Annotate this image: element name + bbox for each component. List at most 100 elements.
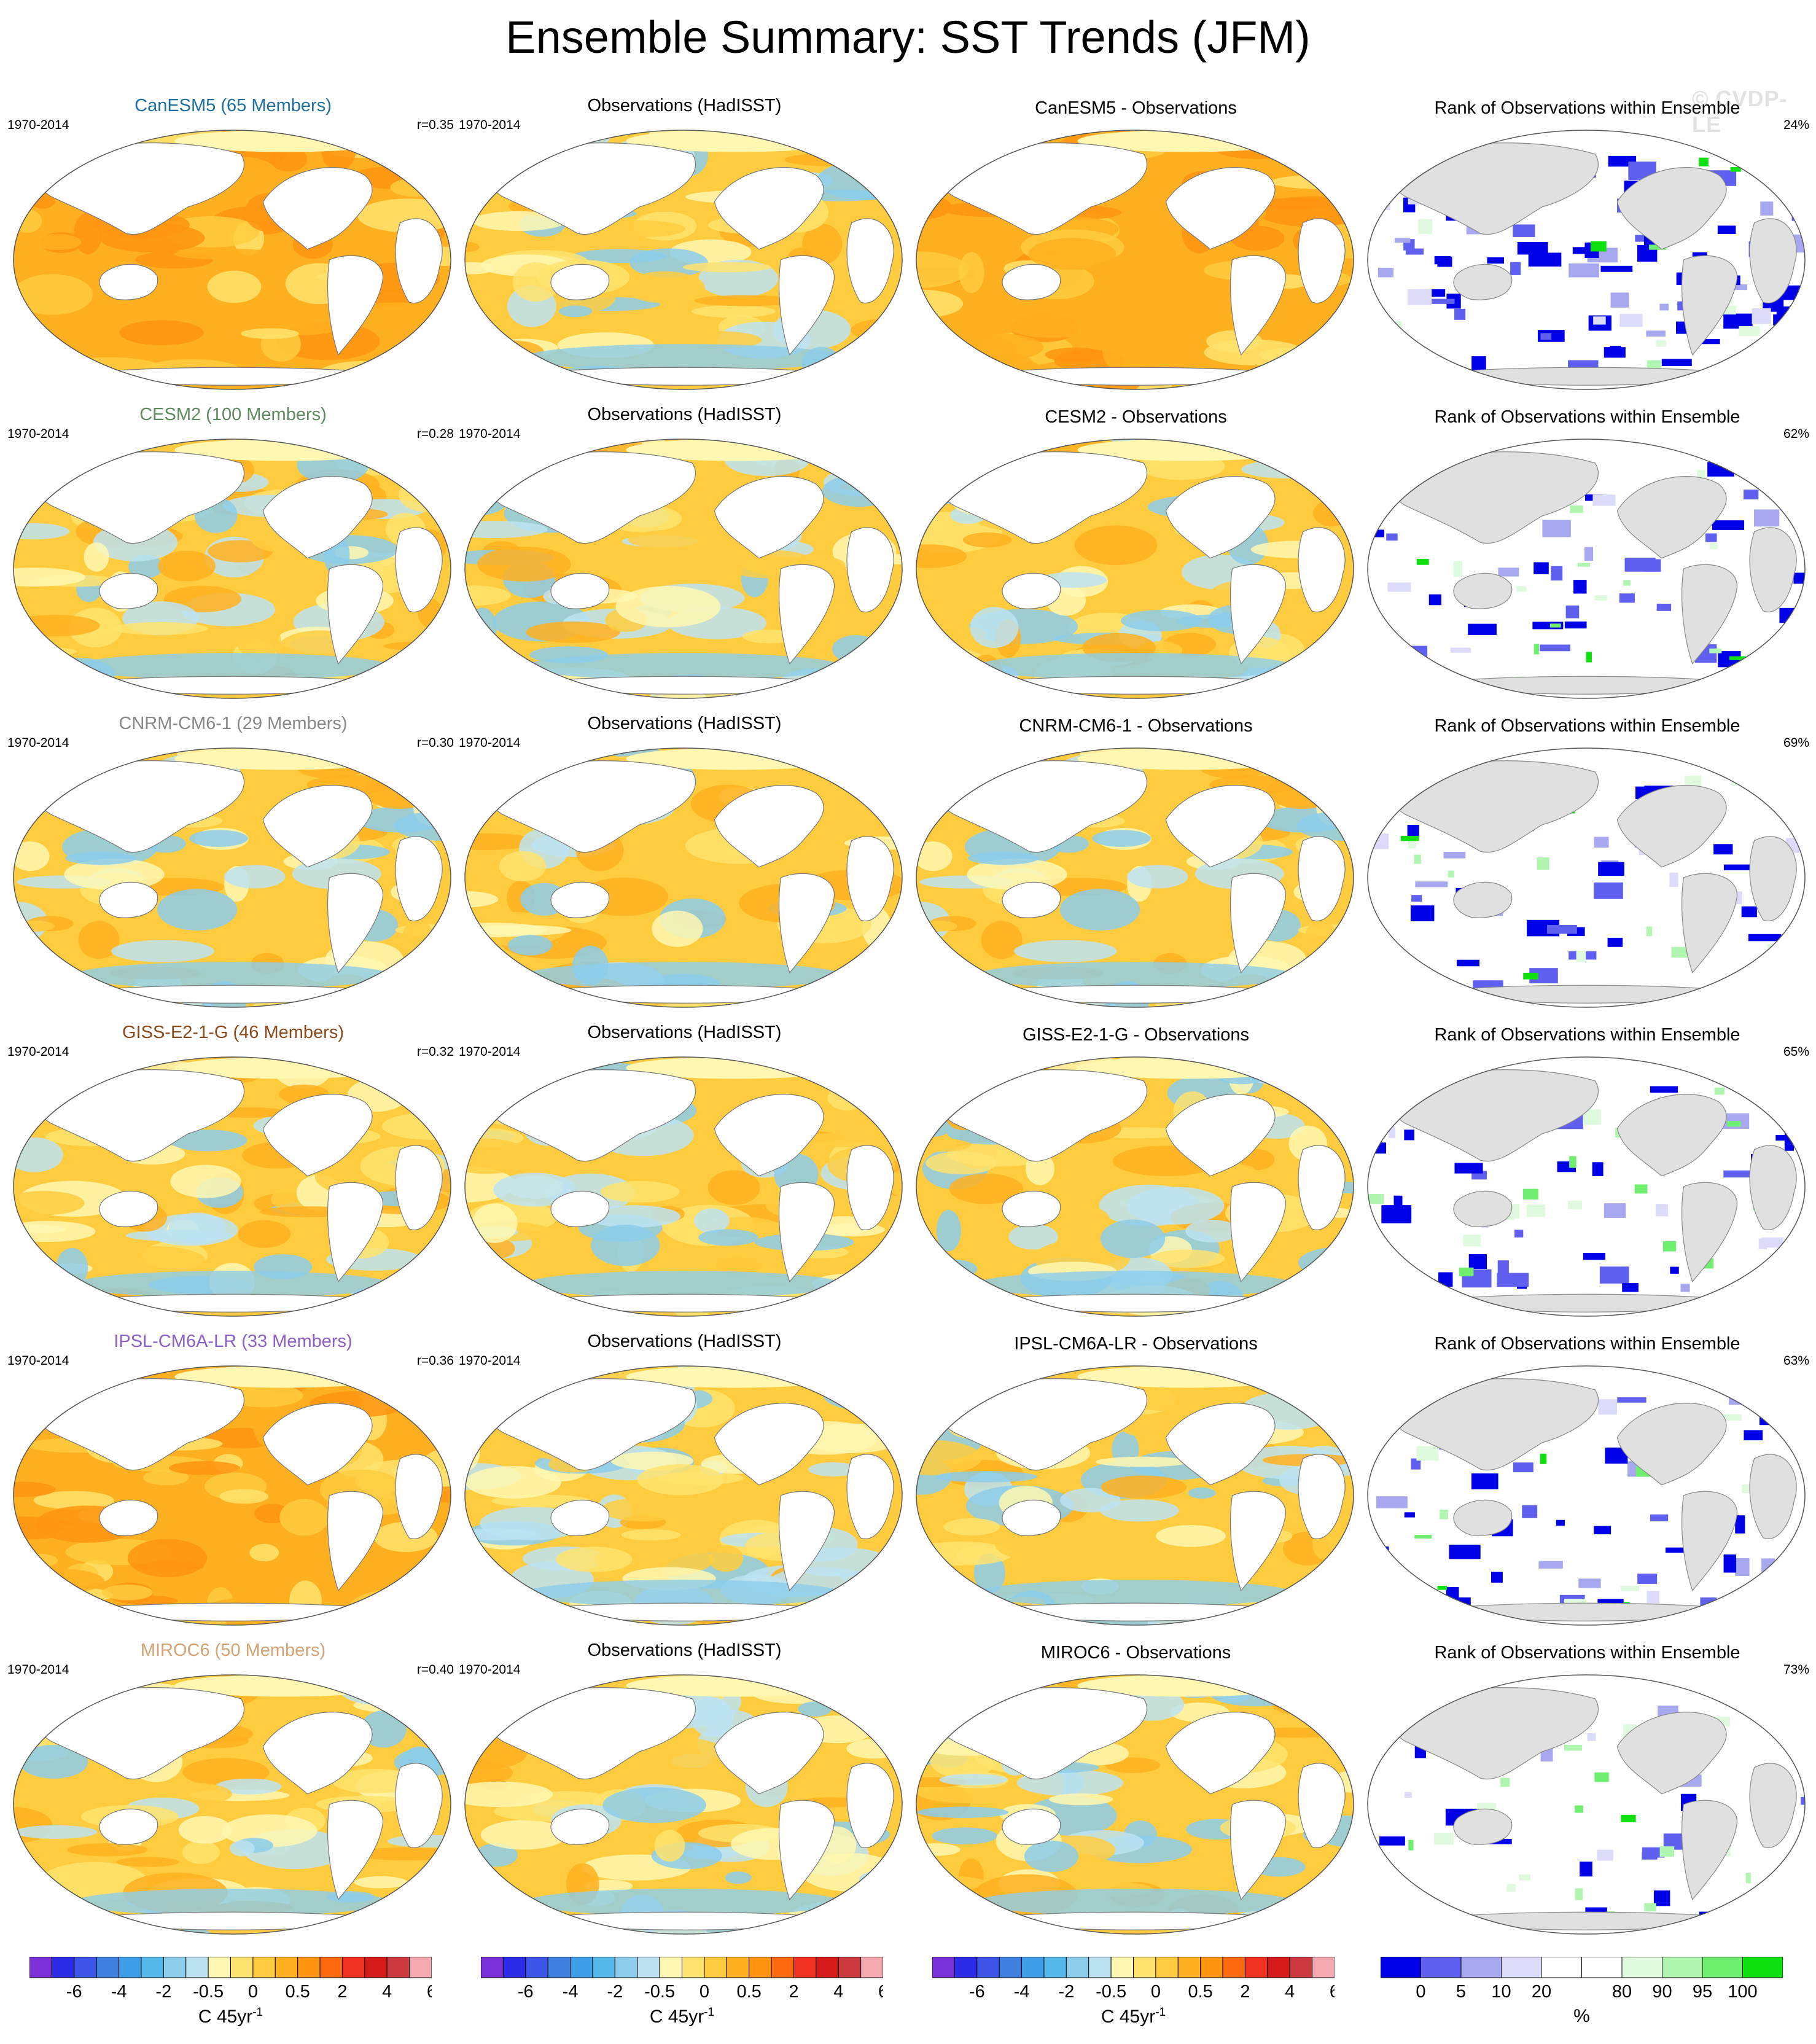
rank-cell-low (1600, 265, 1633, 272)
rank-cell-low (1584, 547, 1594, 561)
rank-cell-high (1594, 1772, 1609, 1782)
trend-patch (1236, 439, 1322, 459)
colorbar-tick-label: 6 (427, 1982, 432, 2002)
colorbar-tick-label: -0.5 (193, 1982, 224, 2002)
colorbar-tick-label: 100 (1728, 1982, 1757, 2002)
trend-patch (493, 1172, 577, 1207)
panel-title: MIROC6 - Observations (1040, 1643, 1231, 1663)
asia-landmass (939, 760, 1148, 853)
colorbar-tick-label: 10 (1491, 1982, 1511, 2002)
rank-cell-mid (1597, 1849, 1613, 1861)
trend-patch (391, 965, 451, 996)
map-outline (1367, 439, 1806, 699)
rank-cell-high (1414, 1534, 1432, 1539)
colorbar-tick-label: -2 (155, 1982, 171, 2002)
trend-patch (918, 920, 957, 932)
trend-patch (403, 749, 451, 790)
rank-cell-high (1729, 656, 1746, 660)
rank-cell-low (1528, 252, 1562, 267)
rank-cell-high (1621, 1814, 1636, 1822)
obs-map (464, 1674, 903, 1935)
trend-patch (943, 1518, 1000, 1535)
trend-patch (14, 1569, 105, 1594)
colorbar-swatch (1289, 1957, 1313, 1978)
trend-patch (1294, 983, 1323, 1007)
asia-landmass (1390, 1687, 1599, 1780)
trend-patch (959, 990, 1021, 1004)
colorbar-tick-label: -4 (1014, 1982, 1030, 2002)
colorbar-swatch (793, 1957, 817, 1978)
trend-patch (1333, 456, 1354, 485)
africa-landmass (1749, 1454, 1797, 1539)
colorbar-tick-label: 90 (1652, 1982, 1672, 2002)
rank-cell-low (1707, 462, 1734, 477)
rank-cell-low (1434, 256, 1451, 265)
rank-cell-low (1642, 1852, 1658, 1860)
southern-ocean-cooling (524, 344, 843, 372)
panel-rank-4: Rank of Observations within Ensemble 65% (1362, 1024, 1813, 1319)
trend-patch (842, 748, 902, 762)
australia-landmass (550, 881, 610, 918)
rank-cell-low (1564, 621, 1587, 629)
rank-cell-high (1448, 870, 1454, 878)
rank-cell-low (1806, 944, 1807, 957)
rank-cell-low (1411, 1458, 1421, 1470)
trend-patch (926, 1151, 997, 1175)
trend-patch (493, 977, 555, 1007)
period-label: 1970-2014 (459, 1663, 521, 1677)
rank-cell-low (1619, 593, 1635, 603)
trend-patch (14, 568, 86, 587)
trend-patch (1330, 466, 1354, 490)
trend-patch (1100, 1499, 1179, 1522)
panel-title: Rank of Observations within Ensemble (1434, 1334, 1740, 1354)
south-america-landmass (327, 255, 384, 356)
rank-cell-high (1714, 1087, 1724, 1095)
rank-cell-low (1491, 1572, 1503, 1583)
trend-patch (980, 1923, 1044, 1934)
rank-cell-high (1523, 1188, 1538, 1200)
rank-cell-low (1800, 1760, 1805, 1767)
trend-patch (189, 830, 249, 847)
trend-patch (888, 1170, 902, 1196)
diff-map (916, 439, 1354, 699)
colorbar-swatch (726, 1957, 750, 1978)
africa-landmass (395, 218, 443, 303)
antarctica-landmass (77, 1602, 388, 1621)
trend-patch (1100, 1219, 1166, 1258)
rank-cell-low (1411, 895, 1422, 902)
rank-cell-mid (1390, 321, 1402, 334)
trend-patch (14, 341, 37, 353)
period-label: 1970-2014 (459, 118, 521, 132)
rank-cell-mid (1655, 1204, 1669, 1217)
trend-patch (705, 1241, 801, 1276)
trend-patch (466, 1466, 561, 1499)
rank-cell-low (1487, 257, 1505, 264)
colorbar-tick-label: 4 (1285, 1982, 1295, 2002)
trend-patch (369, 370, 417, 389)
rank-cell-high (1549, 623, 1561, 628)
australia-landmass (1002, 881, 1061, 918)
north-america-landmass (1616, 1403, 1727, 1486)
trend-patch (14, 1307, 58, 1316)
rank-percentage: 73% (1783, 1663, 1809, 1677)
antarctica-landmass (528, 1602, 839, 1621)
rank-percentage: 62% (1783, 427, 1809, 441)
north-america-landmass (714, 1712, 824, 1795)
rank-cell-low (1753, 509, 1780, 527)
period-label: 1970-2014 (7, 118, 69, 132)
trend-patch (804, 1675, 894, 1693)
panel-title: CNRM-CM6-1 (29 Members) (119, 714, 348, 733)
panel-obs-4: Observations (HadISST) 1970-2014 (459, 1023, 910, 1319)
trend-patch (969, 1366, 1027, 1383)
trend-patch (23, 1596, 94, 1625)
australia-landmass (550, 263, 610, 300)
trend-patch (1024, 1840, 1079, 1872)
model-map (13, 1674, 451, 1935)
trend-patch (14, 1481, 56, 1497)
asia-landmass (488, 142, 696, 235)
rank-cell-low (1610, 346, 1621, 356)
trend-patch (829, 685, 902, 698)
rank-cell-low (1598, 862, 1624, 876)
trend-patch (1295, 439, 1335, 448)
colorbar-swatch (1420, 1957, 1462, 1978)
